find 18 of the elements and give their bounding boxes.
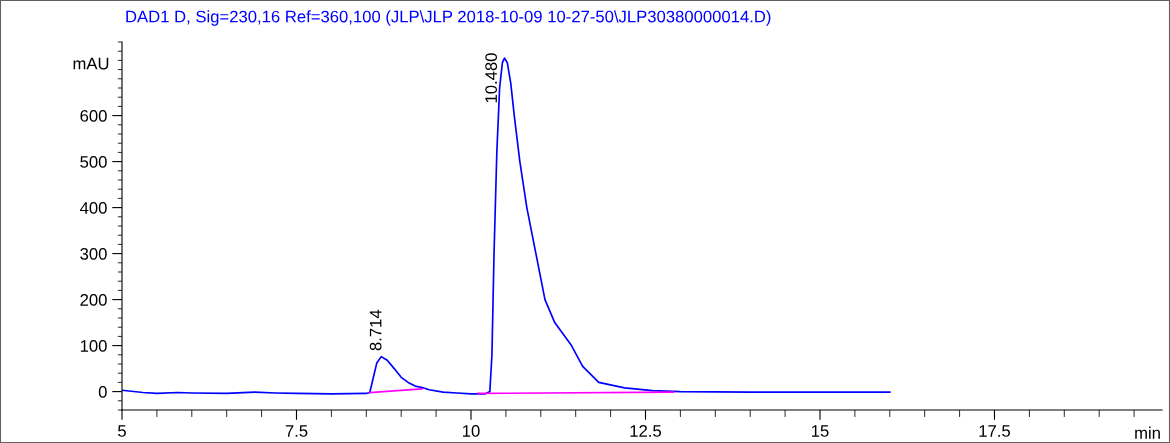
x-tick-label: 7.5 — [285, 425, 308, 437]
y-tick-label: 500 — [80, 156, 107, 168]
y-tick-label: 0 — [98, 386, 107, 398]
x-tick-label: 15 — [811, 425, 829, 437]
x-tick-label: 5 — [118, 425, 126, 437]
chart-title: DAD1 D, Sig=230,16 Ref=360,100 (JLP\JLP 2018-10-09 10-27-50\JLP30380000014.D) — [126, 10, 771, 26]
x-tick-label: 10 — [463, 425, 480, 437]
x-axis-title: min — [1135, 426, 1160, 439]
x-tick-label: 12.5 — [630, 425, 662, 437]
y-tick-label: 200 — [80, 294, 107, 306]
y-tick-label: 300 — [80, 248, 107, 260]
annotation: 8.714 — [369, 309, 382, 351]
annotation: 10.480 — [485, 53, 498, 103]
y-axis-title: mAU — [73, 57, 109, 70]
x-tick-label: 17.5 — [979, 425, 1011, 437]
y-tick-label: 400 — [79, 202, 107, 214]
y-tick-label: 100 — [80, 340, 107, 352]
y-tick-label: 600 — [80, 110, 107, 122]
